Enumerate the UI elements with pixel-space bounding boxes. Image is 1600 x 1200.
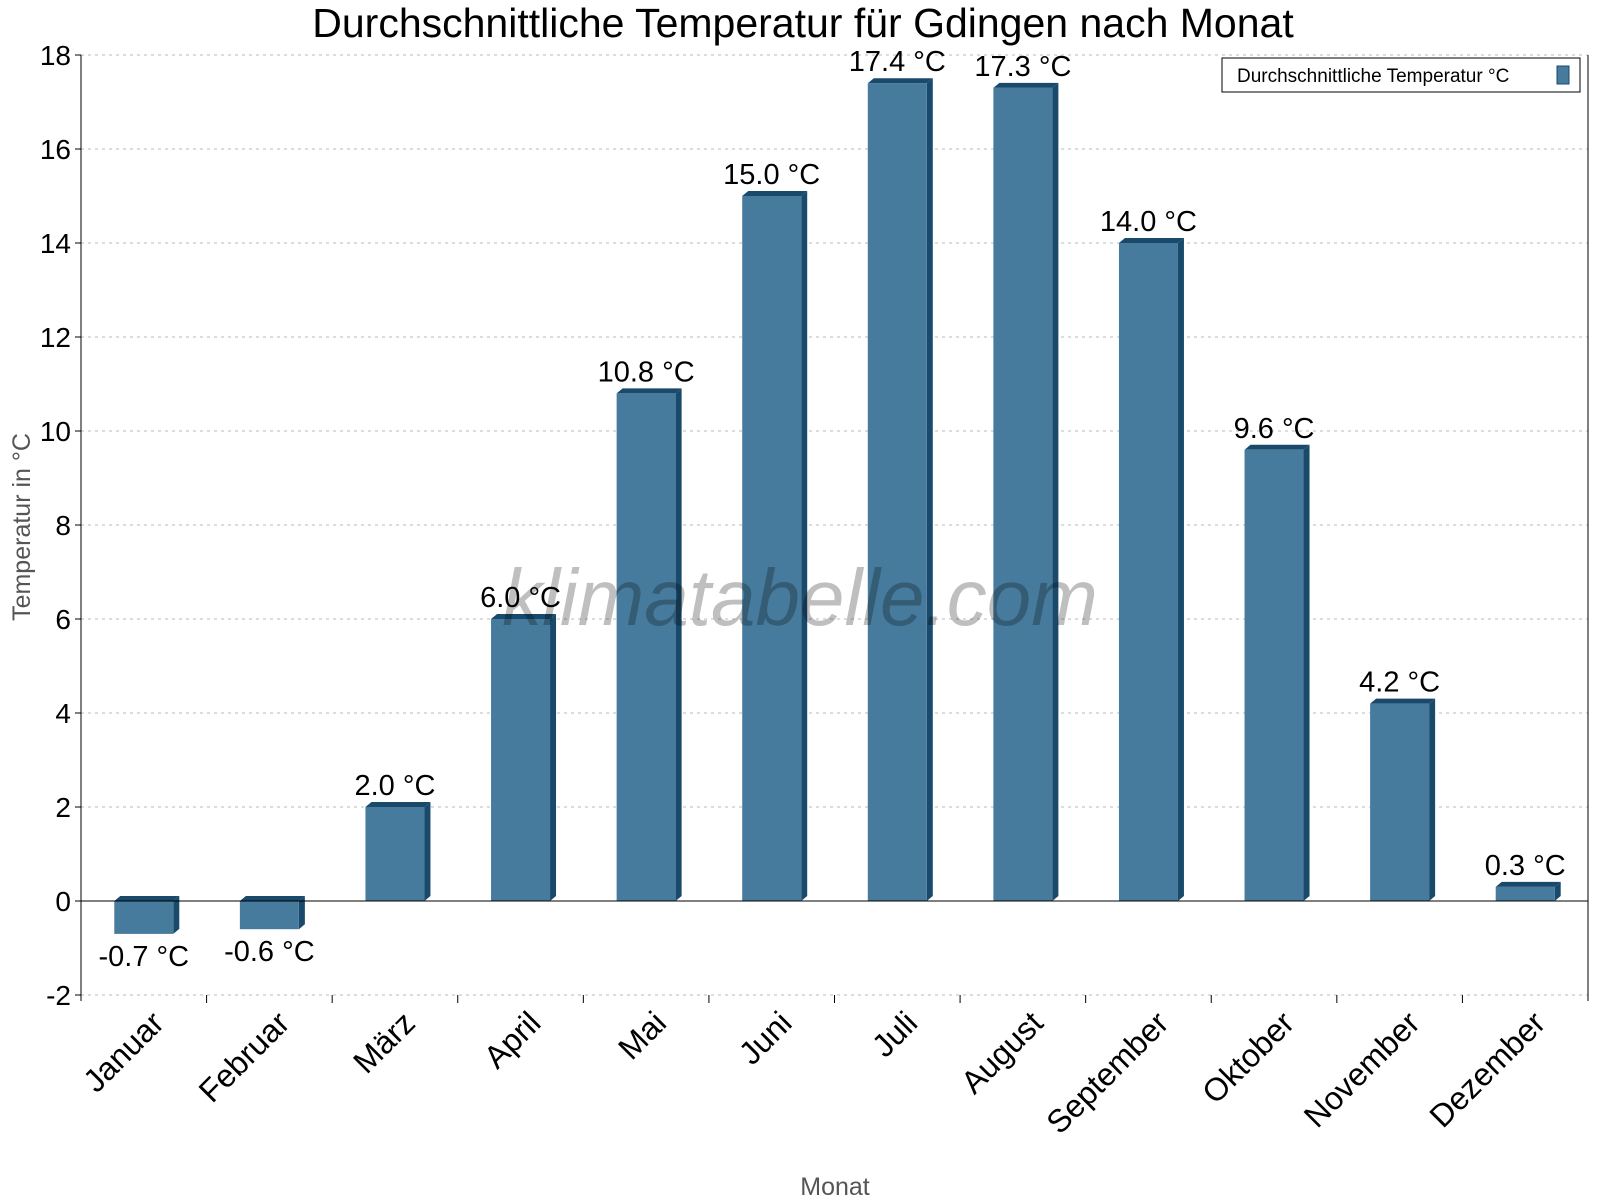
- watermark: klimatabelle.com: [502, 553, 1098, 642]
- bar-top: [365, 802, 431, 807]
- bar-side: [1177, 238, 1184, 901]
- bar-top: [1244, 444, 1310, 450]
- bar-side: [173, 896, 180, 934]
- y-tick-label: 8: [55, 510, 71, 541]
- y-tick-label: 12: [40, 322, 71, 353]
- data-label: -0.7 °C: [99, 941, 190, 973]
- data-label: 0.3 °C: [1485, 850, 1566, 882]
- bar-side: [424, 802, 431, 901]
- x-tick-label: Mai: [611, 1004, 673, 1066]
- data-label: 14.0 °C: [1100, 206, 1197, 238]
- legend[interactable]: Durchschnittliche Temperatur °C: [1221, 57, 1581, 93]
- bar: [742, 196, 802, 901]
- data-label: -0.6 °C: [224, 936, 315, 968]
- data-label: 17.4 °C: [849, 46, 946, 78]
- bar: [867, 83, 927, 901]
- bar-top: [1370, 698, 1436, 704]
- bar: [365, 807, 425, 901]
- x-tick-label: November: [1297, 1004, 1427, 1134]
- y-tick-label: 2: [55, 792, 71, 823]
- data-label: 6.0 °C: [480, 582, 561, 614]
- bar-side: [550, 614, 557, 901]
- y-tick-label: -2: [46, 980, 71, 1011]
- bar-side: [1303, 444, 1310, 901]
- legend-box: [1221, 57, 1581, 93]
- bar: [114, 901, 174, 934]
- bar-top: [993, 82, 1059, 88]
- x-tick-label: März: [346, 1004, 422, 1080]
- y-tick-label: 10: [40, 416, 71, 447]
- x-tick-label: August: [954, 1004, 1050, 1100]
- x-tick-label: Oktober: [1195, 1004, 1301, 1110]
- bar: [1495, 886, 1555, 901]
- y-tick-label: 4: [55, 698, 71, 729]
- bar-top: [867, 78, 933, 84]
- x-tick-label: Juni: [732, 1004, 799, 1071]
- bar-top: [1118, 238, 1184, 243]
- x-tick-label: Juli: [865, 1004, 924, 1063]
- bar-top: [1495, 881, 1561, 887]
- x-tick-label: Februar: [192, 1004, 297, 1109]
- bar: [1244, 449, 1304, 901]
- data-label: 15.0 °C: [723, 159, 820, 191]
- bar-side: [801, 191, 808, 901]
- bar: [993, 87, 1053, 901]
- y-tick-label: 18: [40, 40, 71, 71]
- data-label: 2.0 °C: [354, 770, 435, 802]
- gridlines: [81, 54, 1588, 996]
- data-label: 17.3 °C: [974, 51, 1071, 83]
- bar: [239, 901, 299, 930]
- bar-top: [616, 388, 682, 394]
- bar-side: [1554, 881, 1561, 901]
- x-axis-label: Monat: [800, 1173, 870, 1200]
- x-tick-label: September: [1039, 1004, 1175, 1140]
- bar-side: [298, 896, 305, 930]
- bars: [114, 78, 1561, 934]
- legend-label: Durchschnittliche Temperatur °C: [1237, 66, 1509, 87]
- x-tick-label: Dezember: [1422, 1004, 1552, 1134]
- x-tick-label: April: [477, 1004, 548, 1075]
- chart-title: Durchschnittliche Temperatur für Gdingen…: [312, 0, 1294, 46]
- bar-side: [675, 388, 682, 901]
- data-label: 10.8 °C: [598, 356, 695, 388]
- bar-side: [1429, 698, 1436, 901]
- bar-top: [491, 614, 557, 619]
- bar: [1370, 703, 1430, 901]
- x-tick-label: Januar: [76, 1004, 171, 1099]
- data-label: 4.2 °C: [1359, 667, 1440, 699]
- bar: [491, 619, 551, 901]
- bar-top: [742, 191, 808, 196]
- y-tick-label: 6: [55, 604, 71, 635]
- bar: [1118, 243, 1178, 901]
- bar-top: [239, 896, 305, 901]
- legend-swatch: [1556, 65, 1570, 85]
- y-tick-label: 14: [40, 228, 71, 259]
- y-tick-label: 16: [40, 134, 71, 165]
- y-axis-label: Temperatur in °C: [8, 433, 36, 621]
- y-tick-label: 0: [55, 886, 71, 917]
- bar-side: [926, 78, 933, 901]
- bar-top: [114, 896, 180, 901]
- bar-side: [1052, 82, 1059, 901]
- data-labels: -0.7 °C -0.6 °C 2.0 °C 6.0 °C 10.8 °C 15.0 °C…: [99, 46, 1566, 973]
- data-label: 9.6 °C: [1234, 413, 1315, 445]
- bar: [616, 393, 676, 901]
